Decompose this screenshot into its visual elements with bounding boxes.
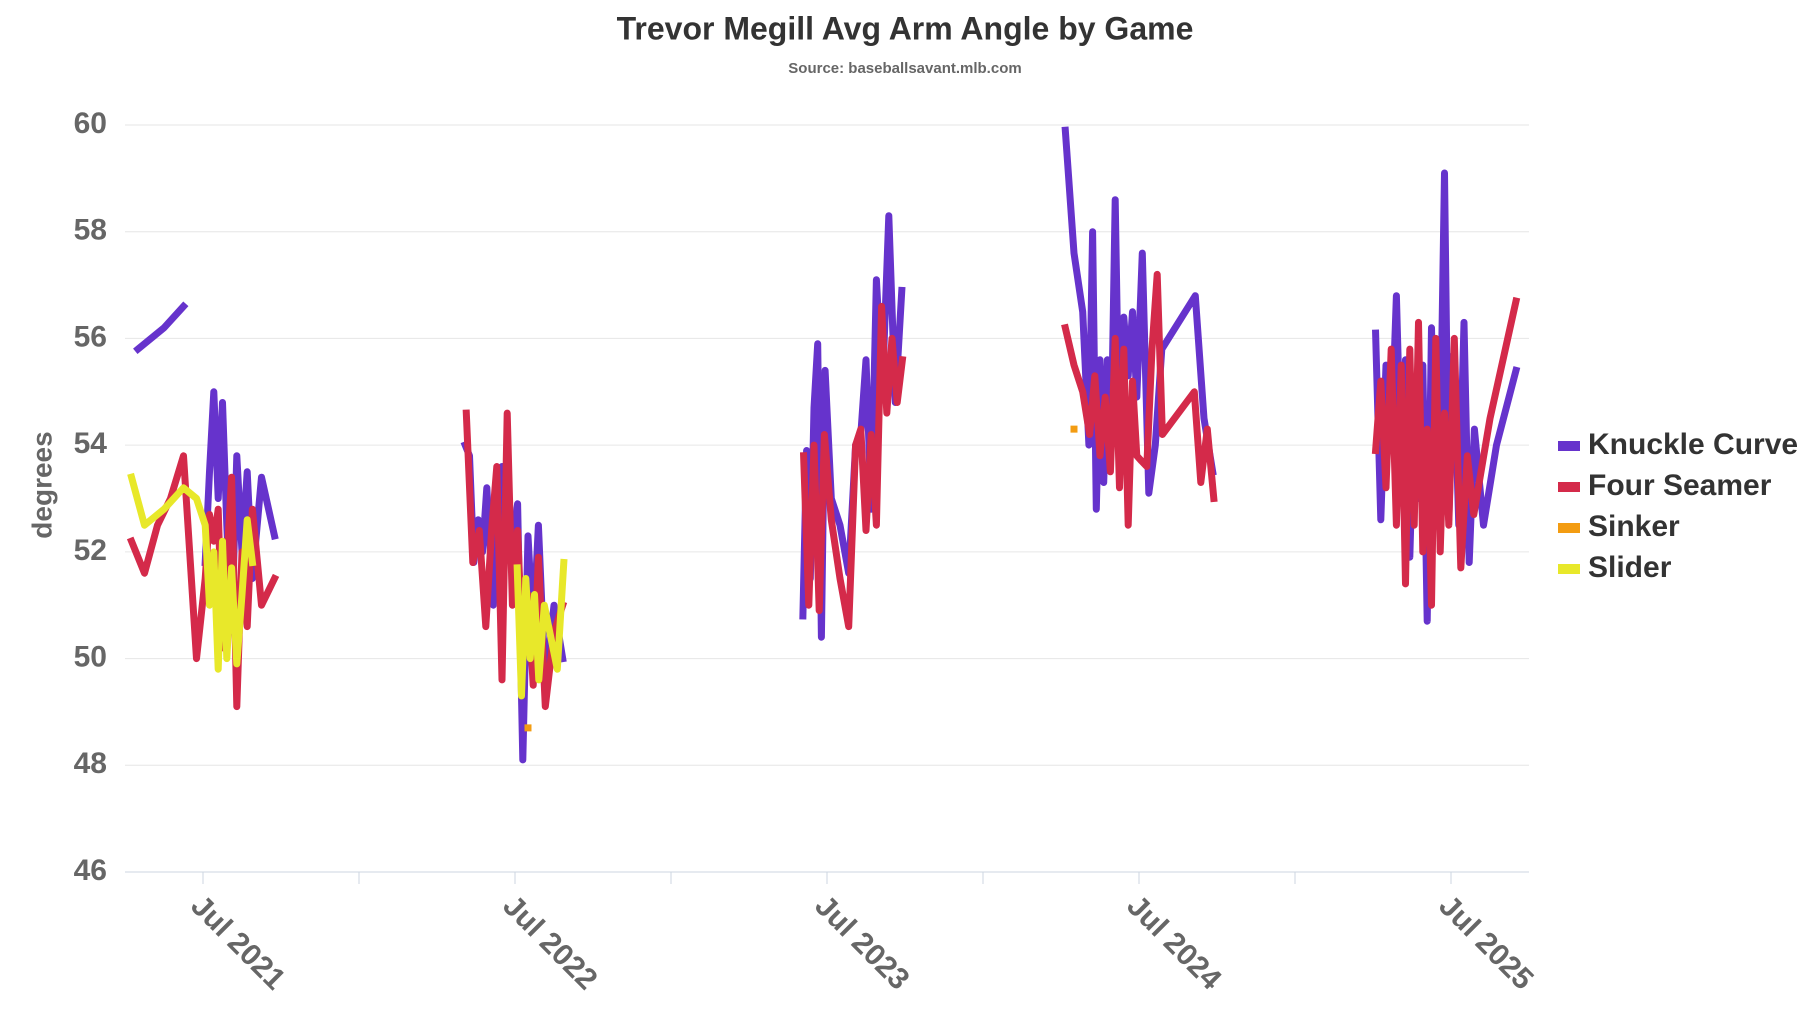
series-line bbox=[126, 270, 1521, 711]
legend-label: Sinker bbox=[1588, 510, 1680, 543]
chart-title: Trevor Megill Avg Arm Angle by Game bbox=[617, 10, 1194, 46]
y-tick-label: 52 bbox=[74, 534, 107, 567]
y-tick-label: 50 bbox=[74, 640, 107, 673]
y-tick-label: 58 bbox=[74, 214, 107, 247]
y-tick-label: 54 bbox=[74, 427, 108, 460]
y-tick-label: 48 bbox=[74, 747, 107, 780]
legend-swatch bbox=[1558, 482, 1580, 492]
y-axis-label: degrees bbox=[26, 431, 57, 538]
legend-swatch bbox=[1558, 441, 1580, 451]
legend-label: Slider bbox=[1588, 551, 1672, 584]
legend-swatch bbox=[1558, 523, 1580, 533]
x-tick-label: Jul 2025 bbox=[1432, 889, 1539, 996]
legend-label: Knuckle Curve bbox=[1588, 428, 1798, 461]
y-tick-label: 46 bbox=[74, 854, 107, 887]
series-line bbox=[524, 425, 1078, 732]
x-tick-label: Jul 2021 bbox=[184, 889, 291, 996]
x-tick-label: Jul 2024 bbox=[1120, 889, 1227, 996]
series-line bbox=[127, 472, 568, 700]
y-tick-label: 60 bbox=[74, 107, 107, 140]
x-tick-label: Jul 2023 bbox=[808, 889, 915, 996]
legend-swatch bbox=[1558, 564, 1580, 574]
legend-label: Four Seamer bbox=[1588, 469, 1772, 502]
chart-subtitle: Source: baseballsavant.mlb.com bbox=[788, 60, 1021, 77]
y-tick-label: 56 bbox=[74, 320, 107, 353]
x-tick-label: Jul 2022 bbox=[496, 889, 603, 996]
